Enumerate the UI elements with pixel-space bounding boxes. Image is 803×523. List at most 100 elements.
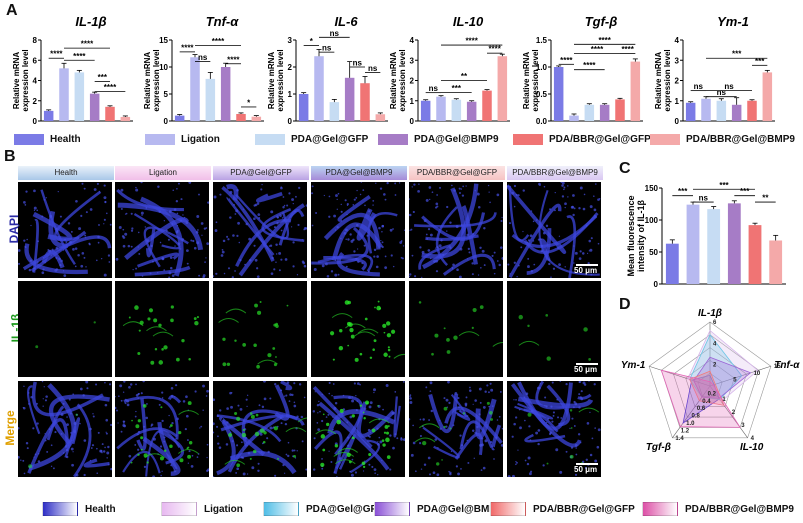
c-bar [707,209,721,284]
a5-ylabel: Relative mRNAexpression level [522,49,540,111]
a4-sig-label: **** [488,45,501,54]
microscopy-tile [409,182,503,278]
legend-bottom-label: Health [85,503,116,515]
a2-tick-label: 15 [159,36,168,45]
radar-axis-name: IL-1β [698,308,722,319]
c-chart: 0 50 100 150 Mean fluorescenceintensity of I… [626,181,786,289]
legend-bottom-swatch [374,502,410,516]
a6-bar [685,102,696,121]
c-sig-label: ** [762,194,769,203]
legend-a-swatch [513,134,543,145]
a5-sig-label: **** [598,36,611,45]
a6-tick-label: 1 [675,97,680,106]
radar-tick-label: 10 [754,371,761,377]
microscopy-tile [18,182,112,278]
legend-a-item: PDA@Gel@BMP9 [378,134,499,145]
a5-bar [615,99,625,121]
a2-sig-label: ns [198,53,208,62]
a2-sig-label: **** [181,43,194,52]
a1-sig-label: **** [73,52,86,61]
legend-a-label: PDA@Gel@BMP9 [414,134,499,145]
legend-a-item: PDA@Gel@GFP [255,134,368,145]
a6-sig-label: ns [724,82,734,91]
a3-bar [298,94,309,121]
microscopy-tile [311,182,405,278]
radar-spoke [709,385,748,438]
legend-bottom-swatch [490,502,526,516]
microscopy-column-header: PDA@Gel@BMP9 [311,166,407,180]
radar-tick-label: 0.6 [697,406,706,412]
a1-title: IL-1β [75,14,106,29]
a5-chart: 0.0 0.5 1.0 1.5 Relative mRNAexpression leve… [522,14,643,126]
a4-ylabel-line: expression level [398,49,407,111]
a5-tick-label: 0.0 [536,117,548,126]
a1-ylabel-line: Relative mRNA [12,52,21,110]
microscopy-tile [213,381,307,477]
legend-bottom-swatch [263,502,299,516]
a6-tick-label: 2 [675,77,680,86]
radar-grid [673,347,747,418]
a1-ylabel-line: expression level [21,49,30,111]
a4-tick-label: 4 [410,36,415,45]
radar-tick-label: 2 [732,410,736,416]
panel-c-bar-chart: 0 50 100 150 Mean fluorescenceintensity of I… [626,181,786,289]
legend-a-swatch [145,134,175,145]
a4-sig-label: *** [452,84,462,93]
legend-bottom-item: PDA/BBR@Gel@GFP [490,502,635,516]
radar-tick-label: 2 [713,363,717,369]
legend-bottom-label: PDA@Gel@GFP [306,503,384,515]
legend-bottom-label: PDA@Gel@BMP9 [417,503,502,515]
a1-bar [105,106,115,121]
a5-sig-label: **** [621,45,634,54]
radar-tick-label: 1.4 [675,436,684,442]
radar-tick-label: 1 [722,397,726,403]
microscopy-column-header: PDA@Gel@GFP [213,166,309,180]
legend-bottom-item: Ligation [161,502,243,516]
a6-bar [731,104,742,121]
microscopy-tile [507,182,601,278]
a1-sig-label: **** [81,40,94,49]
a3-tick-label: 0 [288,117,293,126]
microscopy-tile [409,281,503,377]
c-ylabel: Mean fluorescenceintensity of IL-1β [626,195,646,276]
panel-letter-c: C [619,160,631,177]
a3-bar [360,83,370,121]
radar-tick-label: 4 [713,341,717,347]
a5-ylabel-line: expression level [531,49,540,111]
a3-ylabel: Relative mRNAexpression level [267,49,285,111]
a4-tick-label: 0 [410,117,415,126]
microscopy-tile [115,182,209,278]
microscopy-column-header: Health [18,166,114,180]
legend-a-swatch [255,134,285,145]
a2-bar [236,113,246,121]
a6-bar [701,98,711,121]
legend-bottom-item: PDA/BBR@Gel@BMP9 [642,502,794,516]
c-sig-label: *** [719,181,729,190]
legend-a-item: Health [14,134,81,145]
microscopy-tile [507,281,601,377]
radar-tick-label: 0.4 [702,399,711,405]
a5-tick-label: 1.5 [536,36,548,45]
microscopy-tile [115,281,209,377]
a6-title: Ym-1 [717,14,749,29]
a1-sig-label: *** [98,73,108,82]
a2-sig-label: * [247,98,251,107]
radar-axis-name: Tgf-β [646,442,671,453]
a3-bar [375,114,386,121]
a3-tick-label: 2 [288,63,293,72]
panel-d-radar-chart: 2 4 6 5 10 15 1 2 3 4 0.2 0.40.6 0.81.01.2 1.4 IL-1β Tn… [621,308,800,453]
a1-bar [120,116,131,121]
radar-tick-label: 4 [751,436,755,442]
c-bar [686,204,700,284]
legend-a-label: Health [50,134,81,145]
microscopy-column-header: PDA/BBR@Gel@BMP9 [507,166,603,180]
a2-sig-label: **** [212,37,225,46]
a1-tick-label: 4 [33,77,38,86]
microscopy-tile [18,381,112,477]
a2-bar [190,57,200,121]
legend-bottom-swatch [161,502,197,516]
a3-tick-label: 3 [288,36,293,45]
